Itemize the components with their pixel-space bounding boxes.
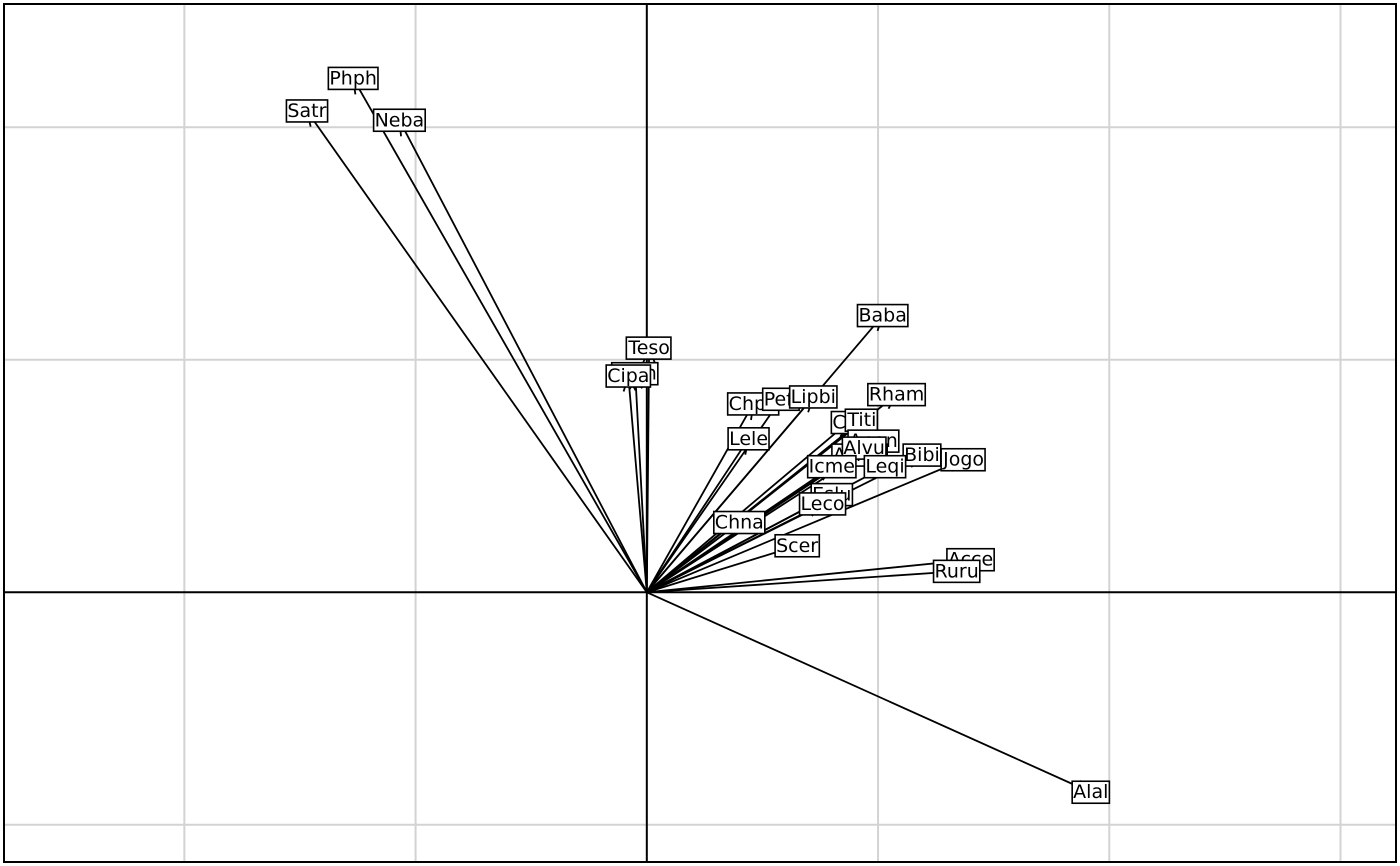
label-leco: Leco	[798, 492, 847, 516]
label-text: Scer	[776, 535, 818, 557]
arrow-scer	[646, 546, 797, 594]
label-bibi: Bibi	[902, 443, 942, 467]
arrow-neba	[399, 120, 648, 593]
label-text: Leqi	[865, 456, 904, 478]
label-text: Icme	[809, 456, 855, 478]
label-ruru: Ruru	[932, 559, 981, 584]
label-box	[856, 303, 909, 328]
label-alal: Alal	[1071, 780, 1111, 805]
arrow-jogo	[646, 460, 964, 594]
arrow-titi	[646, 420, 862, 593]
label-satr: Satr	[285, 99, 329, 123]
arrow-leco	[646, 504, 823, 594]
label-box	[867, 382, 927, 407]
label-text: Cipa	[607, 365, 649, 387]
variable-labels: SatrPhphNebaTesoThthCipaBabaChpaPeflLipb…	[285, 66, 1111, 805]
label-box	[327, 66, 379, 91]
label-jogo: Jogo	[940, 447, 986, 472]
origin-axes	[4, 4, 1396, 862]
label-box	[1071, 780, 1111, 805]
label-text: Satr	[287, 100, 326, 122]
label-box	[625, 336, 672, 360]
label-lipbi: Lipbi	[788, 385, 838, 409]
label-text: Chna	[715, 512, 764, 534]
label-box	[932, 559, 981, 584]
label-text: Rham	[869, 384, 924, 406]
label-neba: Neba	[372, 108, 427, 133]
label-text: Phph	[329, 67, 377, 89]
label-box	[285, 99, 329, 123]
arrow-thth	[635, 374, 648, 593]
label-rham: Rham	[867, 382, 927, 407]
arrow-cipa	[628, 376, 648, 593]
arrow-lipbi	[646, 397, 813, 593]
arrow-lele	[646, 439, 749, 593]
label-alvu: Alvu	[841, 436, 887, 460]
label-lele: Lele	[727, 427, 770, 451]
label-text: Teso	[627, 337, 670, 359]
arrow-acce	[646, 560, 971, 594]
label-text: Titi	[846, 409, 876, 431]
label-baba: Baba	[856, 303, 909, 328]
variable-arrows	[307, 78, 1091, 792]
label-box	[727, 427, 770, 451]
label-titi: Titi	[844, 408, 879, 433]
label-box	[863, 454, 907, 479]
arrow-teso	[647, 348, 649, 593]
label-box	[788, 385, 838, 409]
label-text: Lele	[729, 428, 768, 450]
arrow-phph	[353, 78, 648, 593]
label-text: Alal	[1073, 781, 1108, 803]
label-text: Bibi	[904, 444, 940, 466]
label-leqi: Leqi	[863, 454, 907, 479]
label-box	[774, 533, 821, 558]
arrow-alal	[646, 591, 1091, 792]
label-scer: Scer	[774, 533, 821, 558]
label-text: Lipbi	[791, 386, 836, 408]
label-icme: Icme	[806, 454, 857, 479]
label-text: Baba	[858, 305, 906, 327]
label-text: Ruru	[935, 560, 979, 582]
arrow-ruru	[646, 571, 957, 594]
label-teso: Teso	[625, 336, 672, 360]
label-phph: Phph	[327, 66, 379, 91]
grid-lines	[4, 4, 1396, 862]
label-chna: Chna	[713, 510, 766, 535]
label-text: Alvu	[843, 437, 885, 459]
label-text: Jogo	[942, 449, 984, 471]
arrow-satr	[307, 111, 648, 593]
label-box	[806, 454, 857, 479]
arrow-citi	[646, 423, 848, 593]
label-box	[713, 510, 766, 535]
label-text: Neba	[375, 109, 425, 131]
label-box	[372, 108, 427, 133]
label-cipa: Cipa	[605, 364, 652, 388]
label-box	[940, 447, 986, 472]
label-box	[798, 492, 847, 516]
label-text: Leco	[801, 493, 845, 515]
plot-frame	[3, 3, 1397, 863]
label-box	[605, 364, 652, 388]
